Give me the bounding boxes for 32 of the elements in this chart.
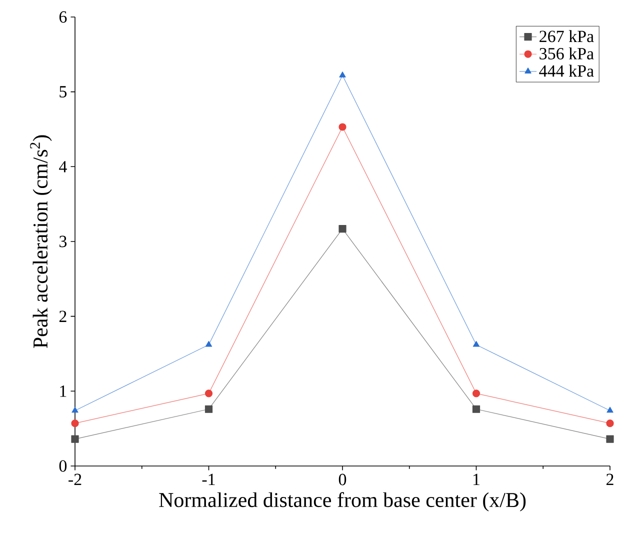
x-tick-label: -2 xyxy=(68,474,82,486)
point xyxy=(72,406,78,413)
point xyxy=(71,420,79,428)
legend-label: 356 kPa xyxy=(540,47,594,60)
point xyxy=(472,405,480,413)
x-axis-title: Normalized distance from base center (x/B) xyxy=(159,492,526,512)
point xyxy=(204,390,213,398)
point xyxy=(338,123,346,131)
x-tick-label: 2 xyxy=(606,474,614,486)
legend-label: 267 kPa xyxy=(540,30,594,42)
y-tick-label: 1 xyxy=(60,386,66,397)
legend-label: 444 kPa xyxy=(539,64,594,77)
point xyxy=(205,340,212,347)
point xyxy=(338,224,346,233)
x-tick-label: 0 xyxy=(338,474,346,486)
y-tick-label: 2 xyxy=(59,310,66,322)
x-tick-label: 1 xyxy=(473,474,480,486)
point xyxy=(472,340,480,347)
point xyxy=(606,406,614,413)
point xyxy=(339,72,346,78)
y-tick-label: 5 xyxy=(60,86,67,98)
y-tick-label: 0 xyxy=(59,460,67,472)
point xyxy=(606,420,614,428)
point xyxy=(472,390,480,398)
point xyxy=(606,435,614,443)
y-tick-label: 6 xyxy=(59,11,67,23)
y-tick-label: 4 xyxy=(59,161,67,172)
point xyxy=(71,435,79,443)
x-tick-label: -1 xyxy=(202,474,215,486)
y-tick-label: 3 xyxy=(60,236,67,248)
y-axis-title: Peak acceleration (cm/s$^{2}$) xyxy=(30,135,52,348)
point xyxy=(204,405,213,413)
